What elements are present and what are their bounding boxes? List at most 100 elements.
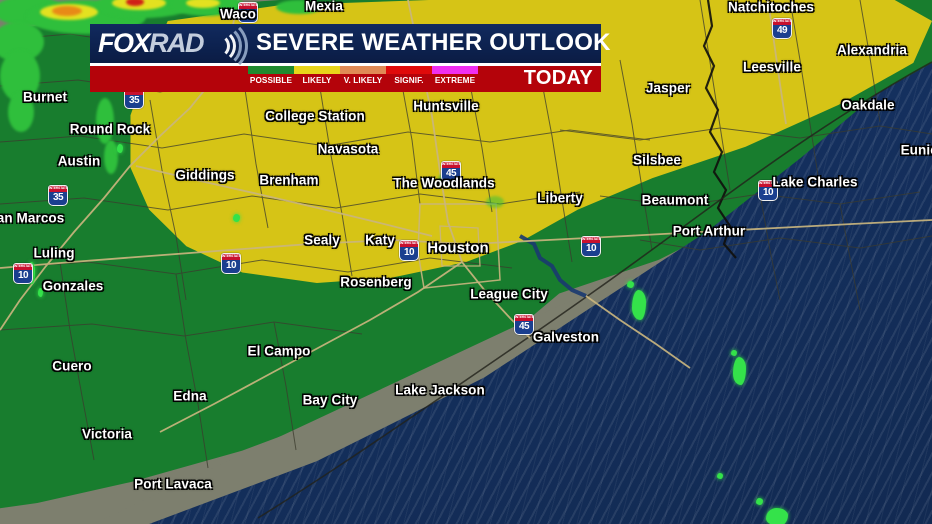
legend-swatch-possible: [248, 66, 294, 74]
shield-route-number: 10: [225, 260, 237, 271]
severe-weather-banner: FOXRAD SEVERE WEATHER OUTLOOK POSSIBLE L…: [90, 19, 610, 92]
shield-banner-text: INTERSTATE: [759, 181, 778, 187]
shield-banner-text: INTERSTATE: [400, 241, 419, 247]
interstate-shield-icon: INTERSTATE 10: [581, 236, 601, 257]
banner-navy-bar: [90, 24, 601, 63]
legend-swatch-likely: [294, 66, 340, 74]
city-label: Huntsville: [413, 98, 479, 114]
legend-swatch-extreme: [432, 66, 478, 74]
city-label: Gonzales: [42, 278, 104, 294]
city-label: Alexandria: [836, 42, 908, 58]
shield-route-number: 45: [518, 321, 530, 332]
interstate-shield-icon: INTERSTATE 10: [399, 240, 419, 261]
city-label: Lake Charles: [772, 174, 858, 190]
city-label: Liberty: [537, 190, 583, 206]
shield-banner-text: INTERSTATE: [14, 264, 33, 270]
interstate-shield-icon: INTERSTATE 45: [514, 314, 534, 335]
interstate-shield-icon: INTERSTATE 49: [772, 18, 792, 39]
legend-label-extreme: EXTREME: [434, 76, 476, 85]
city-label: Katy: [365, 232, 395, 248]
legend-label-likely: LIKELY: [302, 76, 332, 85]
shield-banner-text: INTERSTATE: [222, 254, 241, 260]
legend-label-possible: POSSIBLE: [249, 76, 293, 85]
city-label: Oakdale: [841, 97, 895, 113]
legend-item-likely: LIKELY: [294, 66, 340, 87]
shield-route-number: 10: [403, 247, 415, 258]
shield-route-number: 35: [128, 95, 140, 106]
city-label: Austin: [57, 153, 101, 169]
city-label: El Campo: [247, 343, 311, 359]
city-label: Giddings: [175, 167, 235, 183]
shield-route-number: 10: [762, 187, 774, 198]
shield-banner-text: INTERSTATE: [582, 237, 601, 243]
shield-route-number: 35: [242, 9, 254, 20]
highway-us59: [159, 261, 463, 433]
legend-label-significant: SIGNIF.: [394, 76, 424, 85]
city-label: The Woodlands: [393, 175, 495, 191]
legend-item-very-likely: V. LIKELY: [340, 66, 386, 87]
city-label: Burnet: [22, 89, 68, 105]
shield-route-number: 35: [52, 192, 64, 203]
legend-item-possible: POSSIBLE: [248, 66, 294, 87]
page-title: SEVERE WEATHER OUTLOOK: [256, 29, 611, 56]
city-label: League City: [470, 286, 548, 302]
city-label: Luling: [33, 245, 75, 261]
city-label: Rosenberg: [340, 274, 412, 290]
city-label: Port Lavaca: [134, 476, 212, 492]
city-label: Bay City: [302, 392, 358, 408]
foxrad-logo-text: FOXRAD: [98, 28, 205, 58]
legend-item-extreme: EXTREME: [432, 66, 478, 87]
city-label: Mexia: [304, 0, 344, 14]
city-label: Houston: [427, 239, 489, 257]
foxrad-logo: FOXRAD: [98, 19, 250, 73]
city-label: Round Rock: [69, 121, 151, 137]
legend-swatch-very-likely: [340, 66, 386, 74]
city-label: Leesville: [743, 59, 801, 75]
city-label: San Marcos: [0, 210, 65, 226]
logo-fox-text: FOX: [98, 28, 151, 58]
shield-route-number: 10: [17, 270, 29, 281]
city-label: Navasota: [317, 141, 379, 157]
shield-route-number: 49: [776, 25, 788, 36]
shield-banner-text: INTERSTATE: [442, 162, 461, 168]
legend-label-very-likely: V. LIKELY: [343, 76, 383, 85]
city-label: Galveston: [532, 329, 600, 345]
shield-banner-text: INTERSTATE: [515, 315, 534, 321]
legend-swatch-significant: [386, 66, 432, 74]
interstate-shield-icon: INTERSTATE 10: [758, 180, 778, 201]
highway-us290: [135, 165, 433, 237]
interstate-shield-icon: INTERSTATE 45: [441, 161, 461, 182]
shield-route-number: 10: [585, 243, 597, 254]
city-label: Silsbee: [633, 152, 681, 168]
shield-banner-text: INTERSTATE: [773, 19, 792, 25]
houston-loop-610: [439, 225, 481, 267]
city-label: Eunice: [900, 142, 932, 158]
shield-route-number: 45: [445, 168, 457, 179]
highway-coastal: [585, 295, 691, 369]
risk-legend: POSSIBLE LIKELY V. LIKELY SIGNIF. EXTREM…: [248, 66, 478, 92]
city-label: Beaumont: [641, 192, 709, 208]
banner-white-divider: [90, 63, 601, 66]
city-label: Victoria: [81, 426, 133, 442]
city-label: Brenham: [259, 172, 319, 188]
legend-item-significant: SIGNIF.: [386, 66, 432, 87]
city-label: Sealy: [304, 232, 340, 248]
shield-banner-text: INTERSTATE: [239, 3, 258, 9]
interstate-shield-icon: INTERSTATE 10: [221, 253, 241, 274]
city-label: Natchitoches: [728, 0, 814, 15]
city-label: Edna: [173, 388, 207, 404]
shield-banner-text: INTERSTATE: [49, 186, 68, 192]
highway-i49: [767, 0, 787, 125]
city-label: Jasper: [645, 80, 691, 96]
timeframe-label: TODAY: [523, 67, 593, 89]
interstate-shield-icon: INTERSTATE 10: [13, 263, 33, 284]
city-label: College Station: [265, 108, 365, 124]
highway-i10: [0, 219, 932, 269]
city-label: Lake Jackson: [395, 382, 485, 398]
